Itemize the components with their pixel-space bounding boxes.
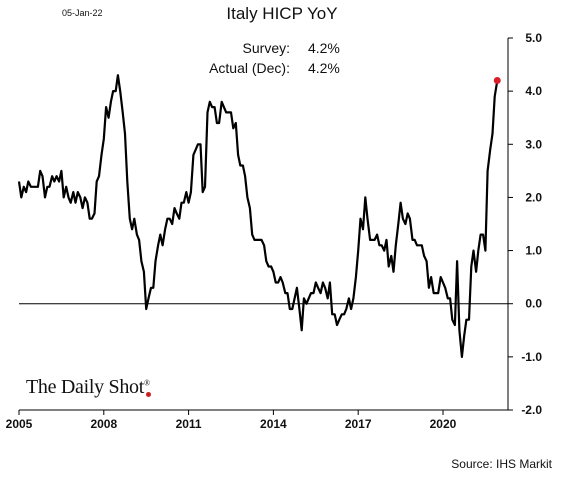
date-stamp: 05-Jan-22: [62, 8, 103, 18]
annotation-survey: Survey: 4.2%: [206, 40, 340, 56]
source-note: Source: IHS Markit: [451, 457, 552, 471]
x-tick-label: 2008: [90, 417, 117, 431]
daily-shot-logo: The Daily Shot®: [26, 376, 150, 399]
annotation-survey-label: Survey:: [242, 40, 290, 56]
x-tick-label: 2017: [345, 417, 372, 431]
y-tick-label: 3.0: [525, 137, 542, 151]
annotation-actual-value: 4.2%: [307, 60, 340, 76]
y-tick-label: 4.0: [525, 84, 542, 98]
y-tick-label: -1.0: [521, 350, 542, 364]
logo-registered-mark: ®: [144, 378, 150, 388]
chart-title: Italy HICP YoY: [226, 4, 338, 23]
y-tick-label: 1.0: [525, 244, 542, 258]
x-tick-label: 2020: [430, 417, 457, 431]
x-tick-label: 2011: [176, 417, 202, 431]
y-tick-label: -2.0: [521, 403, 542, 417]
y-tick-label: 0.0: [525, 297, 542, 311]
series-line: [17, 74, 499, 358]
logo-text: The Daily Shot: [26, 376, 145, 398]
last-point-marker: [493, 77, 501, 85]
annotation-survey-value: 4.2%: [307, 40, 340, 56]
annotation-actual-label: Actual (Dec):: [209, 60, 290, 76]
annotation-actual: Actual (Dec): 4.2%: [206, 60, 340, 76]
y-tick-label: 5.0: [525, 31, 542, 45]
y-tick-label: 2.0: [525, 190, 542, 204]
x-tick-label: 2014: [260, 417, 287, 431]
logo-dot: [146, 392, 151, 397]
x-tick-label: 2005: [6, 417, 33, 431]
